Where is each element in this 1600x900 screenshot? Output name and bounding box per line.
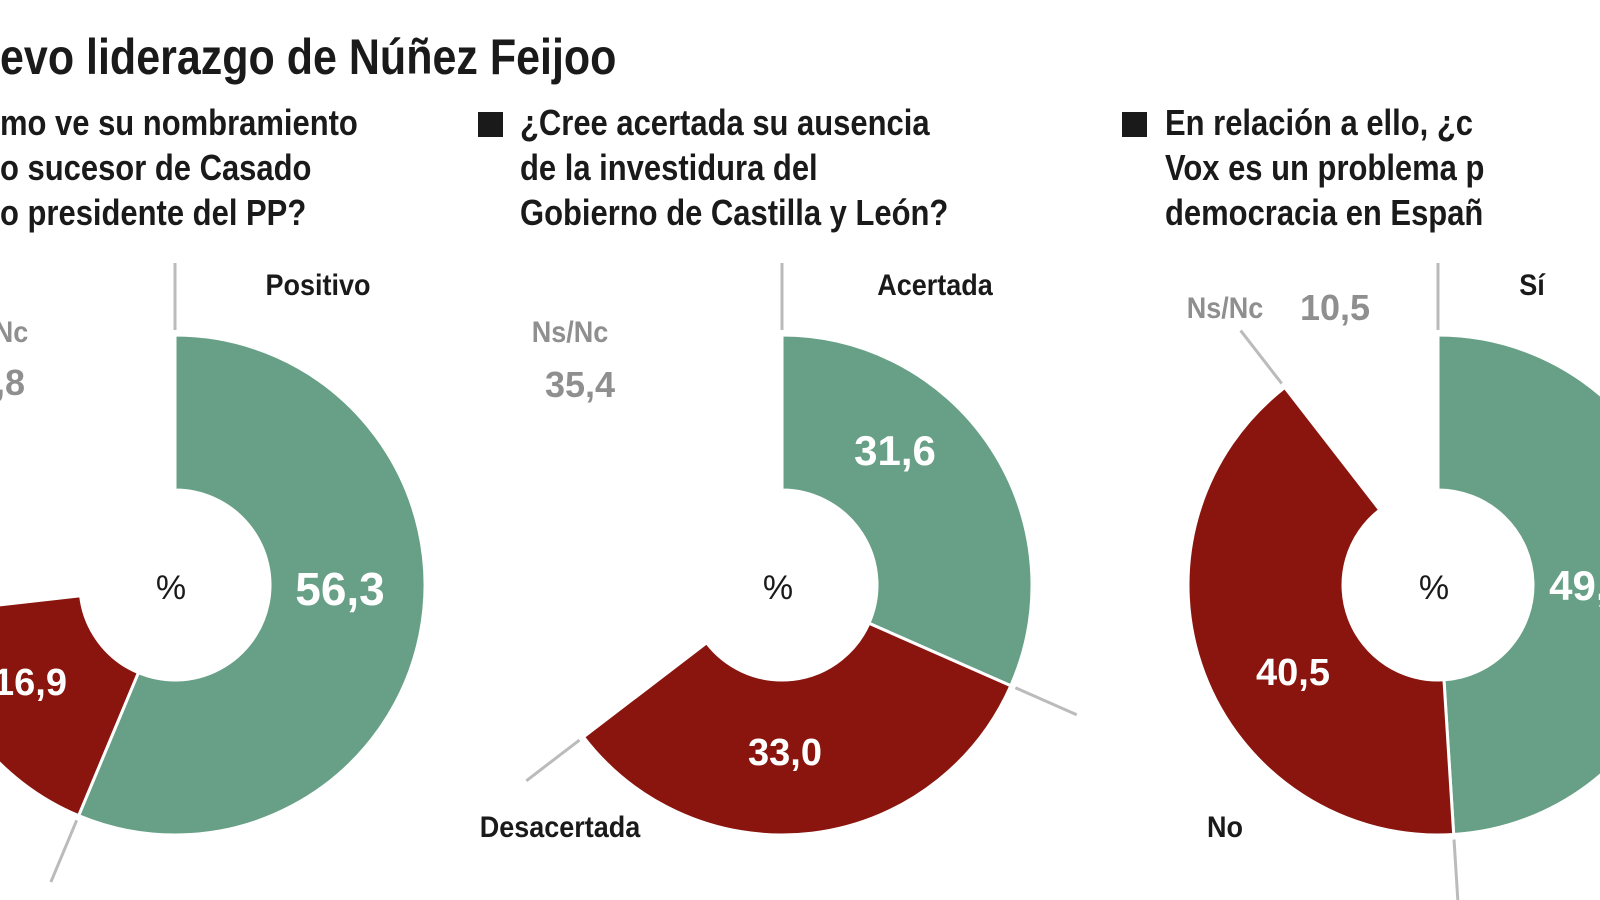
center-percent-label: % xyxy=(763,569,793,607)
leader-line xyxy=(49,819,79,883)
slice-value: 10,5 xyxy=(1300,287,1370,328)
slice-label: Ns/Nc xyxy=(532,316,609,350)
slice-value: 33,0 xyxy=(748,732,822,774)
chart-title: evo liderazgo de Núñez Feijoo xyxy=(0,29,617,85)
question-line: o sucesor de Casado xyxy=(0,147,312,188)
question-line: democracia en Españ xyxy=(1165,192,1484,233)
donut-slice-segment xyxy=(0,594,141,818)
slice-value: 56,3 xyxy=(295,563,385,615)
question-line: Gobierno de Castilla y León? xyxy=(520,192,949,233)
donut-slice-no xyxy=(1186,385,1456,837)
slice-label: Ns/Nc xyxy=(0,316,28,350)
donut-slice-desacertada xyxy=(581,621,1013,837)
leader-line xyxy=(1239,329,1283,385)
slice-label: Acertada xyxy=(877,269,994,303)
slice-value: 49,0 xyxy=(1549,562,1600,609)
slice-label: Desacertada xyxy=(480,811,642,845)
slice-label: No xyxy=(1207,811,1243,845)
slice-label: Ns/Nc xyxy=(1187,292,1264,326)
slice-value: 35,4 xyxy=(545,364,615,405)
slice-value: 31,6 xyxy=(854,427,936,474)
question-line: o presidente del PP? xyxy=(0,192,307,233)
slice-value: 40,5 xyxy=(1256,652,1330,694)
donut-slice-acertada xyxy=(780,333,1034,688)
center-percent-label: % xyxy=(1419,569,1449,607)
slice-label: Sí xyxy=(1519,269,1546,303)
leader-line xyxy=(1452,839,1460,900)
slice-value: 16,9 xyxy=(0,662,67,704)
square-bullet-icon xyxy=(1122,112,1147,137)
donut-slice-sí xyxy=(1436,333,1600,837)
leader-line xyxy=(1014,686,1078,717)
square-bullet-icon xyxy=(478,112,503,137)
question-line: mo ve su nombramiento xyxy=(0,102,358,143)
question-line: Vox es un problema p xyxy=(1165,147,1485,188)
donut-slice-positivo xyxy=(76,333,427,837)
question-line: de la investidura del xyxy=(520,147,818,188)
slice-value: 26,8 xyxy=(0,362,25,403)
question-1: mo ve su nombramiento o sucesor de Casad… xyxy=(0,100,358,235)
center-percent-label: % xyxy=(156,569,186,607)
question-line: En relación a ello, ¿c xyxy=(1165,102,1473,143)
question-2: ¿Cree acertada su ausencia de la investi… xyxy=(520,100,948,235)
slice-label: Positivo xyxy=(266,269,371,303)
leader-line xyxy=(525,738,581,782)
question-line: ¿Cree acertada su ausencia xyxy=(520,102,930,143)
question-3: En relación a ello, ¿c Vox es un problem… xyxy=(1165,100,1484,235)
